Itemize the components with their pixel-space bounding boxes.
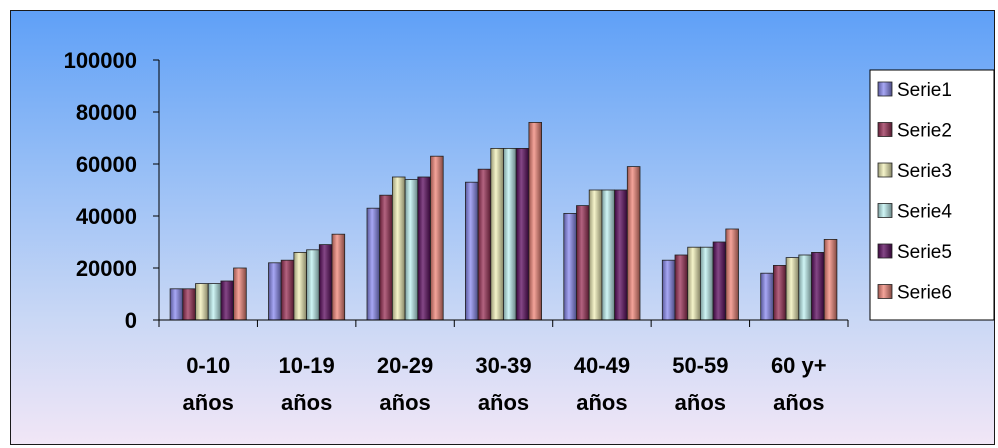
- bar-serie4-0: [207, 283, 222, 321]
- bar-serie2-3: [477, 168, 492, 321]
- bar-serie5-6: [811, 251, 825, 321]
- bars-layer: [169, 122, 838, 321]
- legend-swatch-serie3: [877, 162, 893, 178]
- legend-swatch-serie4: [877, 203, 893, 218]
- legend: Serie1 Serie2 Serie3 Serie4 Serie5 Serie6: [869, 69, 995, 321]
- x-category-label: años: [281, 390, 332, 415]
- y-tick-label: 60000: [76, 152, 137, 177]
- bar-serie3-6: [785, 257, 800, 321]
- legend-label-serie4: Serie4: [897, 202, 952, 223]
- bar-serie2-6: [773, 264, 787, 321]
- bar-serie4-3: [503, 147, 517, 321]
- bar-serie6-2: [430, 155, 444, 321]
- x-category-label: 10-19: [279, 353, 335, 378]
- y-tick-label: 20000: [76, 256, 137, 281]
- x-category-label: años: [773, 390, 824, 415]
- x-category-label: años: [379, 390, 430, 415]
- bar-serie1-2: [366, 207, 381, 321]
- y-tick-label: 40000: [76, 204, 137, 229]
- x-category-label: 50-59: [672, 353, 728, 378]
- legend-swatch-serie6: [877, 284, 893, 299]
- bar-serie1-3: [464, 181, 479, 321]
- bar-serie5-0: [220, 280, 234, 321]
- x-category-label: años: [478, 390, 529, 415]
- x-category-label: 20-29: [377, 353, 433, 378]
- legend-box: [869, 69, 995, 321]
- bar-serie6-1: [331, 233, 346, 321]
- bar-serie1-0: [169, 288, 184, 321]
- bar-serie6-3: [528, 122, 543, 321]
- bar-serie2-5: [674, 254, 689, 321]
- bar-serie5-1: [318, 244, 333, 321]
- bar-serie1-5: [661, 259, 676, 321]
- y-tick-label: 0: [125, 308, 137, 333]
- bar-serie3-2: [391, 176, 406, 321]
- legend-swatch-serie5: [877, 243, 893, 259]
- y-tick-label: 80000: [76, 100, 137, 125]
- bar-serie4-1: [306, 249, 320, 321]
- bar-serie1-1: [268, 262, 282, 321]
- bar-serie5-3: [515, 147, 530, 321]
- bar-serie5-2: [417, 176, 431, 321]
- bar-serie4-4: [601, 189, 616, 321]
- bar-serie6-4: [626, 166, 641, 321]
- bar-serie4-6: [798, 254, 812, 321]
- legend-swatch-serie1: [877, 81, 893, 97]
- x-category-label: 0-10: [186, 353, 230, 378]
- bar-serie5-4: [614, 189, 628, 321]
- bar-serie3-3: [490, 147, 504, 321]
- bar-serie6-0: [233, 267, 247, 321]
- bar-serie3-0: [195, 283, 209, 321]
- y-tick-label: 100000: [64, 48, 137, 73]
- bar-serie3-1: [293, 251, 307, 321]
- bar-serie6-5: [725, 228, 739, 321]
- legend-label-serie3: Serie3: [897, 161, 952, 182]
- legend-label-serie5: Serie5: [897, 242, 952, 263]
- bar-serie2-2: [379, 194, 393, 321]
- x-category-label: 40-49: [574, 353, 630, 378]
- bar-serie1-4: [563, 212, 577, 321]
- bar-serie3-4: [588, 189, 603, 321]
- bar-serie2-1: [280, 259, 295, 321]
- bar-serie2-4: [576, 205, 590, 321]
- x-category-label: años: [675, 390, 726, 415]
- legend-label-serie2: Serie2: [897, 121, 952, 142]
- bar-serie5-5: [712, 241, 727, 321]
- bar-serie3-5: [687, 246, 701, 321]
- legend-label-serie1: Serie1: [897, 80, 952, 101]
- bar-serie4-5: [700, 246, 714, 321]
- bar-serie4-2: [404, 179, 419, 321]
- x-category-label: 30-39: [475, 353, 531, 378]
- axes-layer: 0 20000 40000 60000 80000 100000 0-10 años 10-19…: [64, 48, 849, 415]
- bar-serie2-0: [182, 288, 196, 321]
- bar-serie1-6: [760, 272, 774, 321]
- legend-label-serie6: Serie6: [897, 283, 952, 304]
- legend-swatch-serie2: [877, 122, 893, 137]
- bar-serie6-6: [823, 238, 838, 321]
- x-category-label: años: [183, 390, 234, 415]
- x-category-label: 60 y+: [771, 353, 827, 378]
- x-category-label: años: [576, 390, 627, 415]
